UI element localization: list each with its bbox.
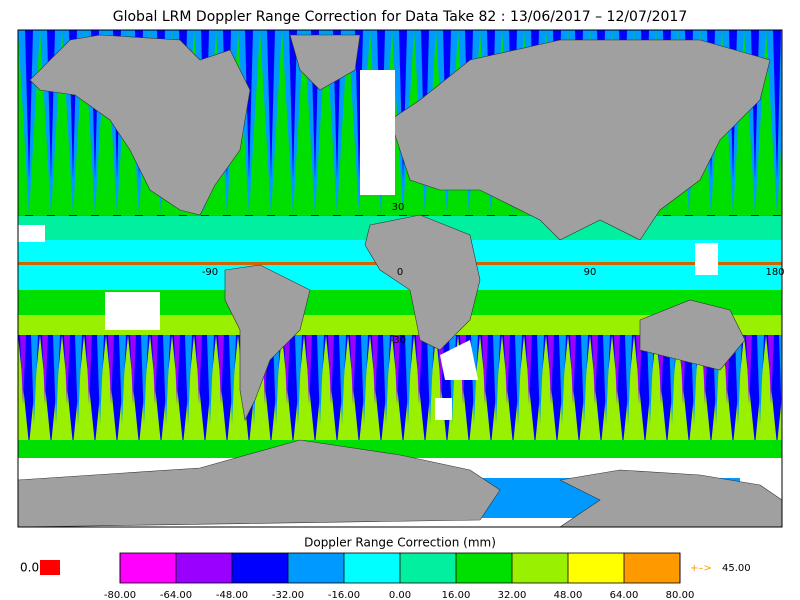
no-data-patch [105, 292, 160, 330]
title: Global LRM Doppler Range Correction for … [113, 9, 687, 25]
colorbar-segment [400, 553, 456, 583]
no-data-patch [440, 340, 478, 380]
overflow-value: 45.00 [722, 563, 751, 574]
south-america [224, 264, 311, 421]
no-data-patch [435, 398, 452, 420]
grid-label: -30 [390, 335, 406, 346]
colorbar-tick-label: 48.00 [554, 590, 583, 600]
colorbar-tick-label: 80.00 [666, 590, 695, 600]
africa [364, 214, 481, 351]
colorbar-tick-label: 64.00 [610, 590, 639, 600]
colorbar: -80.00 -64.00 -48.00 -32.00 -16.00 0.00 16.00 3… [104, 552, 695, 600]
colorbar-tick-label: -16.00 [328, 590, 360, 600]
grid-label: 30 [392, 202, 405, 213]
colorbar-tick-label: -48.00 [216, 590, 248, 600]
colorbar-segment [120, 553, 176, 583]
grid-label: 90 [584, 267, 597, 278]
colorbar-tick-label: 32.00 [498, 590, 527, 600]
colorbar-segment [344, 553, 400, 583]
grid-label: 180 [765, 267, 784, 278]
no-data-patch [360, 70, 395, 195]
north-america [29, 34, 251, 216]
australia [639, 299, 746, 371]
colorbar-tick-label: -80.00 [104, 590, 136, 600]
missing-label: 0.0 [20, 561, 39, 575]
colorbar-label: Doppler Range Correction (mm) [304, 536, 496, 550]
antarctica [17, 439, 501, 528]
colorbar-tick-label: 0.00 [389, 590, 411, 600]
no-data-patch [695, 243, 718, 275]
colorbar-tick-label: -32.00 [272, 590, 304, 600]
land [17, 34, 783, 528]
colorbar-segment [232, 553, 288, 583]
overflow-arrow: +–> [690, 563, 712, 574]
colorbar-segment [176, 553, 232, 583]
eurasia [389, 39, 771, 241]
colorbar-segment [456, 553, 512, 583]
map: 30 -90 0 90 180 -30 [17, 29, 785, 528]
colorbar-segment [568, 553, 624, 583]
grid-label: -90 [202, 267, 218, 278]
no-data-patch [18, 225, 45, 242]
colorbar-segment [288, 553, 344, 583]
colorbar-tick-label: -64.00 [160, 590, 192, 600]
grid-label: 0 [397, 267, 403, 278]
colorbar-segment [624, 553, 680, 583]
missing-swatch [40, 560, 60, 575]
colorbar-segment [512, 553, 568, 583]
colorbar-tick-label: 16.00 [442, 590, 471, 600]
ocean-track-band [18, 440, 782, 458]
grid-labels: 30 -90 0 90 180 -30 [202, 202, 785, 346]
map-frame [17, 29, 783, 528]
ocean-track-band [18, 315, 782, 335]
no-data [18, 70, 718, 420]
greenland [289, 34, 361, 91]
